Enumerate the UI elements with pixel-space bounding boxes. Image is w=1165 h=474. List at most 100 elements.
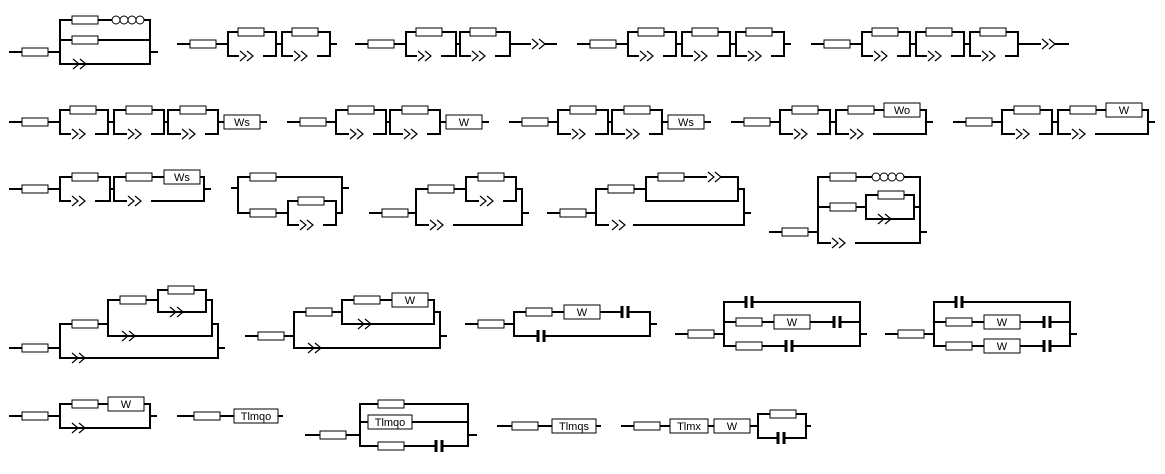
resistor	[829, 172, 857, 182]
resistor	[687, 329, 715, 339]
transmission-line-label: Tlmqo	[375, 417, 406, 429]
resistor	[299, 117, 327, 127]
cpe	[625, 128, 640, 140]
transmission-line-box	[367, 414, 413, 430]
circuit-4	[577, 27, 791, 62]
cpe	[429, 219, 444, 231]
circuit-22: Tlmqo	[177, 408, 283, 424]
resistor	[965, 117, 993, 127]
circuit-10: W	[953, 102, 1155, 140]
circuit-21: W	[9, 396, 157, 434]
circuit-1	[9, 15, 158, 70]
cpe	[873, 50, 888, 62]
resistor	[735, 341, 763, 351]
resistor	[769, 409, 797, 419]
resistor	[691, 27, 719, 37]
resistor	[367, 39, 395, 49]
resistor	[415, 27, 443, 37]
cpe	[72, 58, 87, 70]
resistor	[249, 208, 277, 218]
cpe	[71, 352, 86, 364]
warburg-box	[983, 338, 1021, 354]
warburg-label: W	[997, 341, 1008, 353]
resistor	[69, 105, 97, 115]
cpe	[127, 128, 142, 140]
warburg-label: W	[577, 307, 588, 319]
resistor	[637, 27, 665, 37]
resistor	[353, 295, 381, 305]
circuit-20: W W	[885, 296, 1077, 354]
warburg-box	[713, 418, 751, 434]
resistor	[167, 285, 195, 295]
warburg-label: W	[121, 399, 132, 411]
warburg-box	[163, 169, 201, 185]
resistor	[71, 172, 99, 182]
circuit-25: Tlmx W	[621, 409, 811, 444]
resistor	[525, 307, 553, 317]
circuit-15	[769, 172, 927, 249]
cpe	[71, 195, 86, 207]
resistor	[179, 105, 207, 115]
warburg-box	[667, 114, 705, 130]
capacitor	[620, 306, 630, 318]
capacitor	[776, 432, 786, 444]
resistor	[657, 172, 685, 182]
warburg-label: W	[405, 295, 416, 307]
resistor	[521, 117, 549, 127]
resistor	[125, 172, 153, 182]
transmission-line-box	[669, 418, 709, 434]
resistor	[21, 411, 49, 421]
resistor	[829, 202, 857, 212]
resistor	[791, 105, 819, 115]
cpe	[307, 342, 322, 354]
cpe	[981, 50, 996, 62]
warburg-label: Ws	[234, 117, 250, 129]
capacitor	[1042, 340, 1052, 352]
cpe	[403, 128, 418, 140]
cpe	[707, 171, 722, 183]
resistor	[71, 319, 99, 329]
capacitor	[536, 330, 546, 342]
transmission-line-box	[233, 408, 279, 424]
resistor	[71, 399, 99, 409]
warburg-label: W	[459, 117, 470, 129]
cpe	[293, 50, 308, 62]
inductor	[871, 172, 905, 182]
resistor	[119, 295, 147, 305]
cpe	[531, 38, 546, 50]
capacitor	[744, 296, 754, 308]
circuit-17: W	[245, 292, 447, 354]
cpe	[357, 318, 372, 330]
resistor	[945, 317, 973, 327]
circuit-11: Ws	[9, 169, 211, 207]
resistor	[305, 307, 333, 317]
circuit-19: W	[675, 296, 867, 352]
cpe	[831, 237, 846, 249]
warburg-box	[391, 292, 429, 308]
cpe	[181, 128, 196, 140]
resistor	[193, 411, 221, 421]
resistor	[291, 27, 319, 37]
warburg-label: Ws	[174, 172, 190, 184]
capacitor	[784, 340, 794, 352]
circuit-8: Ws	[509, 105, 711, 140]
warburg-label: W	[727, 421, 738, 433]
circuit-16	[9, 285, 225, 364]
warburg-label: W	[997, 317, 1008, 329]
circuit-3	[355, 27, 557, 62]
circuit-7: W	[287, 105, 489, 140]
circuit-6: Ws	[9, 105, 267, 140]
resistor	[477, 172, 505, 182]
resistor	[607, 184, 635, 194]
resistor	[633, 421, 661, 431]
cpe	[877, 213, 892, 225]
warburg-label: Wo	[894, 105, 910, 117]
resistor	[377, 399, 405, 409]
resistor	[347, 105, 375, 115]
cpe	[927, 50, 942, 62]
warburg-box	[983, 314, 1021, 330]
circuit-24: Tlmqs	[497, 418, 601, 434]
cpe	[639, 50, 654, 62]
resistor	[871, 27, 899, 37]
